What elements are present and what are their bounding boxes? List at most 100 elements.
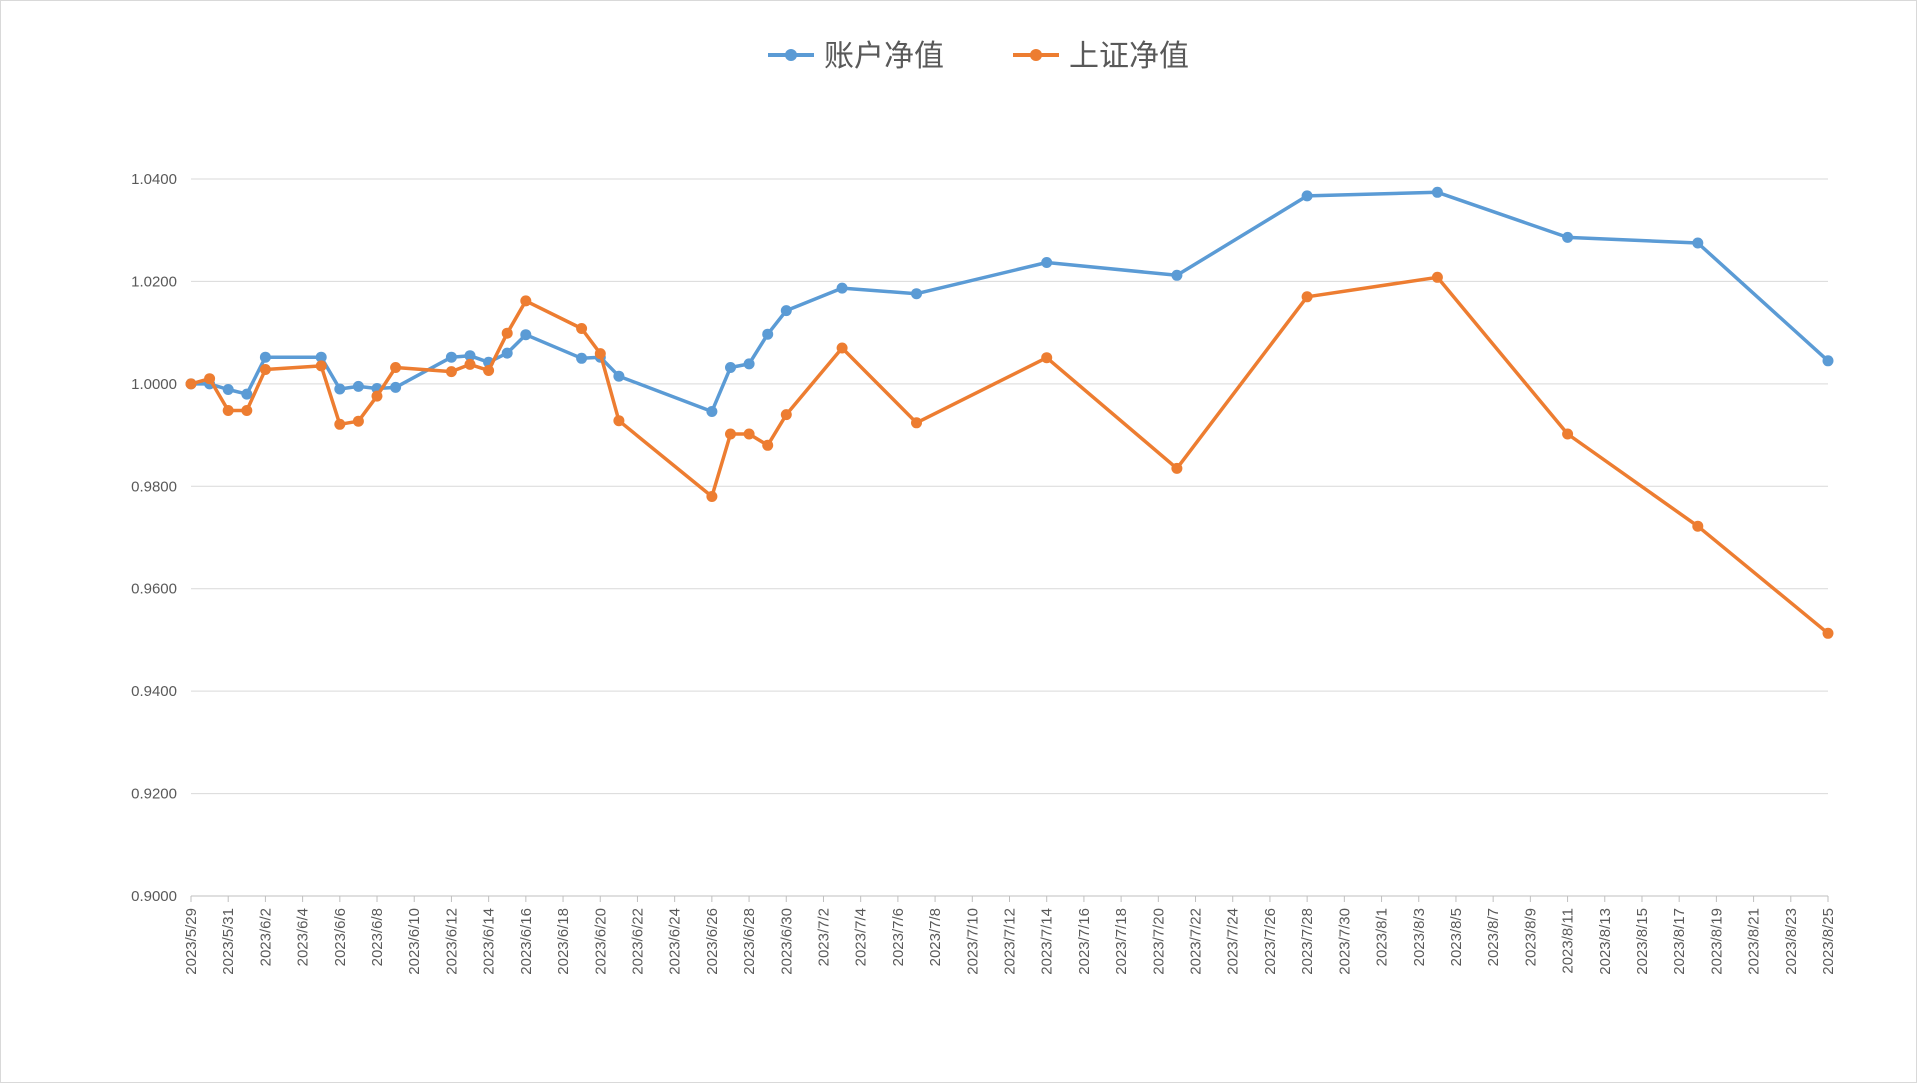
x-tick-label: 2023/8/23	[1783, 908, 1800, 975]
data-point	[725, 428, 736, 440]
legend-marker-account	[785, 49, 797, 61]
x-tick-label: 2023/6/26	[704, 908, 721, 975]
x-tick-label: 2023/7/12	[1002, 908, 1019, 975]
x-tick-label: 2023/7/22	[1188, 908, 1205, 975]
data-point	[501, 347, 513, 359]
data-point	[501, 327, 513, 339]
x-tick-label: 2023/7/8	[927, 908, 944, 966]
data-point	[222, 405, 234, 416]
data-point	[706, 491, 718, 502]
x-tick-label: 2023/7/2	[815, 908, 832, 966]
x-tick-label: 2023/6/8	[369, 908, 386, 966]
x-tick-label: 2023/6/30	[778, 908, 795, 975]
series-line	[189, 275, 1830, 636]
x-tick-label: 2023/7/26	[1262, 908, 1279, 975]
x-tick-label: 2023/6/28	[741, 908, 758, 975]
series-shanghai	[185, 271, 1834, 639]
data-point	[241, 388, 253, 400]
y-tick-label: 1.0000	[131, 376, 177, 393]
data-point	[352, 380, 364, 392]
y-axis: 0.9000 0.9200 0.9400 0.9600 0.9800 1.0000 1.02…	[131, 171, 177, 905]
data-point	[520, 295, 532, 307]
data-point	[576, 352, 588, 364]
x-tick-label: 2023/7/6	[890, 908, 907, 966]
data-point	[594, 348, 606, 360]
legend-entry-account: 账户净值	[768, 39, 944, 74]
data-point	[204, 373, 216, 385]
data-point	[1822, 355, 1834, 367]
x-tick-label: 2023/7/28	[1299, 908, 1316, 975]
data-point	[762, 328, 774, 340]
x-tick-label: 2023/8/25	[1820, 908, 1837, 975]
x-tick-label: 2023/5/29	[183, 908, 200, 975]
data-point	[259, 364, 271, 375]
x-tick-label: 2023/7/18	[1113, 908, 1130, 975]
data-point	[576, 323, 588, 334]
data-point	[836, 282, 848, 294]
x-tick-label: 2023/7/24	[1225, 908, 1242, 975]
x-tick-label: 2023/5/31	[220, 908, 237, 975]
x-tick-label: 2023/8/5	[1448, 908, 1465, 966]
data-point	[911, 417, 922, 429]
x-tick-label: 2023/6/14	[481, 908, 498, 975]
data-point	[241, 405, 253, 416]
data-point	[1041, 257, 1053, 268]
x-tick-label: 2023/8/21	[1746, 908, 1763, 975]
data-point	[464, 358, 476, 370]
data-point	[315, 360, 327, 372]
data-point	[613, 370, 625, 382]
y-tick-label: 0.9000	[131, 888, 177, 905]
legend: 账户净值 上证净值	[768, 39, 1189, 74]
x-tick-label: 2023/8/11	[1560, 908, 1577, 974]
data-point	[483, 365, 495, 376]
x-tick-label: 2023/7/20	[1150, 908, 1167, 975]
x-tick-label: 2023/6/22	[629, 908, 646, 975]
data-point	[706, 406, 718, 417]
data-point	[743, 428, 755, 440]
x-tick-label: 2023/8/1	[1374, 908, 1391, 966]
x-tick-label: 2023/8/19	[1708, 908, 1725, 975]
data-point	[1041, 352, 1053, 364]
data-point	[334, 418, 346, 430]
x-tick-label: 2023/7/10	[964, 908, 981, 975]
x-tick-label: 2023/8/15	[1634, 908, 1651, 975]
gridlines	[191, 178, 1828, 897]
y-tick-label: 0.9800	[131, 478, 177, 495]
data-point	[1301, 190, 1313, 202]
x-tick-label: 2023/6/4	[295, 908, 312, 966]
legend-entry-shanghai: 上证净值	[1013, 39, 1189, 74]
data-point	[1692, 237, 1704, 249]
data-point	[1431, 271, 1443, 283]
x-tick-label: 2023/6/24	[667, 908, 684, 975]
data-point	[743, 358, 755, 370]
data-point	[371, 390, 383, 402]
y-tick-label: 0.9200	[131, 786, 177, 803]
y-tick-label: 1.0200	[131, 273, 177, 290]
data-point	[836, 342, 848, 354]
data-point	[445, 351, 457, 363]
data-point	[762, 439, 774, 451]
x-tick-label: 2023/8/17	[1671, 908, 1688, 975]
series-layer	[185, 186, 1834, 639]
x-tick-label: 2023/6/12	[443, 908, 460, 975]
data-point	[390, 362, 402, 373]
data-point	[1562, 231, 1574, 243]
x-tick-label: 2023/8/3	[1411, 908, 1428, 966]
data-point	[725, 362, 736, 373]
y-tick-label: 1.0400	[131, 171, 177, 188]
data-point	[911, 288, 922, 300]
x-tick-label: 2023/6/16	[518, 908, 535, 975]
data-point	[613, 415, 625, 427]
x-tick-label: 2023/7/30	[1336, 908, 1353, 975]
legend-label-shanghai: 上证净值	[1069, 39, 1189, 74]
series-line	[189, 190, 1830, 414]
x-tick-label: 2023/7/16	[1076, 908, 1093, 975]
data-point	[1431, 186, 1443, 198]
data-point	[1692, 520, 1704, 532]
y-tick-label: 0.9400	[131, 683, 177, 700]
data-point	[1822, 627, 1834, 639]
x-tick-label: 2023/6/2	[257, 908, 274, 966]
x-tick-label: 2023/6/6	[332, 908, 349, 966]
